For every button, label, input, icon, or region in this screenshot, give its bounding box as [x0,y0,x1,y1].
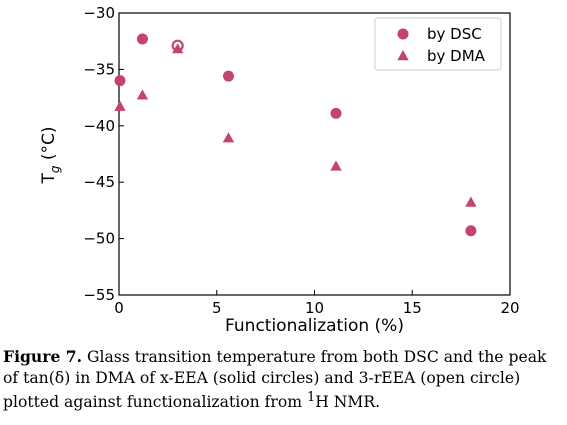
dsc-point [465,225,477,237]
scatter-chart: 0 5 10 15 20 −30 −35 −40 −45 −50 −55 Functionaliz… [39,4,520,336]
data-points [114,33,477,237]
figure-caption: Figure 7. Glass transition temperature f… [3,347,565,413]
x-tick-label: 5 [212,299,222,317]
dsc-point [136,33,148,45]
legend-label: by DMA [427,47,486,65]
legend: by DSC by DMA [374,17,502,71]
caption-superscript: 1 [306,390,316,405]
dma-point [330,160,342,171]
y-tick-label: −55 [83,286,115,304]
caption-line-1: Figure 7. Glass transition temperature f… [3,347,565,368]
x-tick-label: 15 [403,299,422,317]
dma-point [222,132,235,143]
y-axis-ticks: −30 −35 −40 −45 −50 −55 [83,4,124,304]
y-tick-label: −35 [83,60,115,78]
dsc-point [330,107,342,119]
y-axis-title-main: T [39,173,59,185]
dma-point [136,89,149,100]
x-tick-label: 10 [305,299,324,317]
caption-line-2: of tan(δ) in DMA of x-EEA (solid circles… [3,368,521,387]
caption-figure-label: Figure 7. [3,347,83,366]
y-axis-title: Tg (°C) [39,126,62,184]
legend-marker [397,50,409,61]
caption-text-1: Glass transition temperature from both D… [82,348,547,366]
dma-point [465,196,477,207]
y-tick-label: −40 [83,117,115,135]
legend-marker [397,28,409,40]
dsc-point [171,39,184,52]
y-axis-title-unit: (°C) [39,126,59,165]
dsc-point [114,75,126,87]
x-tick-label: 20 [500,299,519,317]
x-axis-title: Functionalization (%) [225,316,404,336]
x-axis-ticks: 0 5 10 15 20 [114,290,520,317]
y-tick-label: −30 [83,4,115,22]
dma-point [114,100,126,111]
y-tick-label: −50 [83,230,115,248]
legend-items: by DSC by DMA [397,25,486,65]
caption-line-3: plotted against functionalization from 1… [3,388,565,413]
dsc-point [222,70,234,82]
x-tick-label: 0 [114,299,124,317]
caption-text-3-end: H NMR. [315,393,381,412]
y-axis-title-subscript: g [48,165,62,173]
y-tick-label: −45 [83,173,115,191]
legend-label: by DSC [427,25,482,43]
caption-text-3: plotted against functionalization from [3,393,307,412]
